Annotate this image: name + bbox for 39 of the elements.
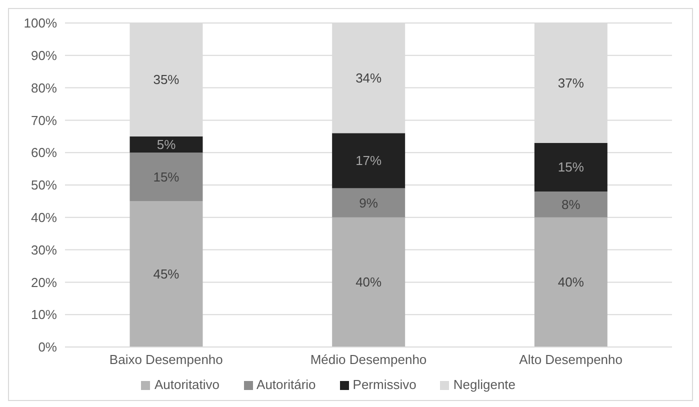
data-label: 9%: [359, 195, 378, 210]
bar: [332, 188, 406, 218]
data-label: 5%: [156, 137, 176, 152]
bar: [332, 217, 406, 347]
bar: [130, 136, 203, 153]
data-label: 35%: [153, 72, 180, 88]
y-tick-label: 80%: [30, 80, 58, 96]
data-label: 40%: [356, 274, 382, 290]
y-tick-label: 70%: [30, 112, 58, 128]
y-tick-label: 100%: [24, 16, 58, 31]
data-label: 40%: [558, 274, 584, 290]
y-tick-label: 90%: [30, 48, 58, 64]
x-tick-label: Médio Desempenho: [310, 352, 427, 368]
legend-label: Permissivo: [352, 377, 416, 392]
y-tick-label: 40%: [30, 210, 58, 226]
x-tick-label: Baixo Desempenho: [109, 352, 223, 368]
x-tick-label: Alto Desempenho: [519, 352, 623, 368]
data-label: 17%: [356, 153, 382, 168]
bar: [130, 201, 203, 347]
data-label: 37%: [558, 75, 584, 90]
legend-label: Negligente: [453, 377, 516, 392]
data-label: 45%: [153, 266, 180, 282]
y-tick-label: 60%: [30, 145, 58, 160]
bar: [130, 152, 203, 202]
data-label: 15%: [558, 160, 584, 175]
y-tick-label: 30%: [30, 242, 58, 258]
data-label: 8%: [562, 196, 581, 212]
legend-label: Autoritativo: [154, 377, 220, 392]
legend-label: Autoritário: [256, 377, 316, 392]
data-label: 34%: [356, 70, 382, 86]
y-tick-label: 50%: [30, 178, 58, 193]
data-label: 15%: [153, 169, 180, 184]
bar: [534, 191, 608, 218]
y-tick-label: 10%: [30, 307, 58, 322]
bar: [534, 217, 608, 347]
y-tick-label: 0%: [38, 340, 58, 355]
y-tick-label: 20%: [30, 274, 58, 290]
bar: [534, 142, 608, 192]
bar: [332, 133, 406, 188]
